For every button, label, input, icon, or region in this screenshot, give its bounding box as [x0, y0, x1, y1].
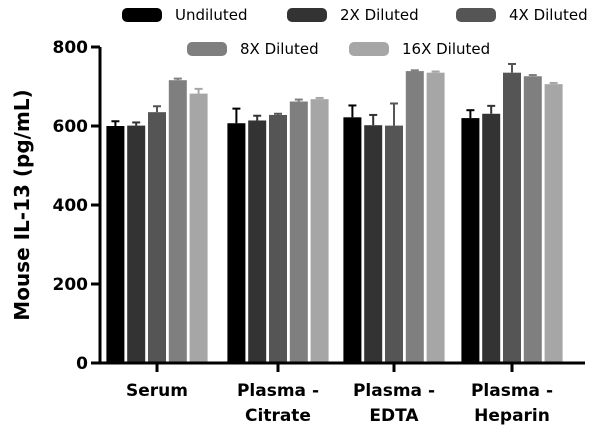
bar [343, 117, 362, 363]
x-tick-label: Plasma - [237, 381, 319, 401]
legend-label: 16X Diluted [402, 40, 490, 58]
legend-label: 2X Diluted [340, 6, 419, 24]
bar [127, 125, 146, 363]
y-tick-label: 400 [53, 196, 89, 216]
bar [503, 72, 521, 364]
bar [405, 71, 424, 363]
bar [310, 99, 329, 363]
bar [168, 80, 187, 364]
legend-swatch [287, 8, 327, 22]
bar [523, 76, 542, 363]
y-tick-label: 800 [53, 38, 89, 58]
bar [426, 72, 445, 364]
x-tick-label: Serum [126, 381, 188, 401]
bar [106, 126, 125, 363]
legend-swatch [187, 42, 227, 56]
legend-swatch [456, 8, 496, 22]
legend: Undiluted 2X Diluted 4X Diluted 8X Diluted 1… [122, 6, 588, 58]
bar [289, 101, 308, 363]
y-tick-label: 0 [76, 354, 88, 374]
bar [148, 112, 166, 363]
x-tick-label: Heparin [474, 406, 550, 426]
axes: 0 200 400 600 800 Serum Plasma - Citrate Plasma … [53, 38, 585, 426]
legend-swatch [349, 42, 389, 56]
legend-swatch [122, 8, 162, 22]
bars [106, 62, 563, 364]
bar [544, 84, 563, 363]
bar [461, 118, 480, 363]
bar [248, 120, 267, 363]
x-tick-label: EDTA [369, 406, 419, 426]
y-axis-title: Mouse IL-13 (pg/mL) [10, 89, 34, 320]
x-tick-label: Plasma - [471, 381, 553, 401]
legend-label: Undiluted [175, 6, 247, 24]
bar [189, 93, 208, 364]
legend-label: 8X Diluted [240, 40, 319, 58]
x-tick-label: Plasma - [353, 381, 435, 401]
y-tick-label: 200 [53, 275, 89, 295]
bar [364, 125, 383, 364]
x-tick-label: Citrate [245, 406, 311, 426]
y-tick-label: 600 [53, 117, 89, 137]
legend-label: 4X Diluted [509, 6, 588, 24]
bar [269, 114, 287, 363]
bar [227, 123, 246, 363]
bar [482, 113, 501, 363]
bar [385, 125, 403, 363]
